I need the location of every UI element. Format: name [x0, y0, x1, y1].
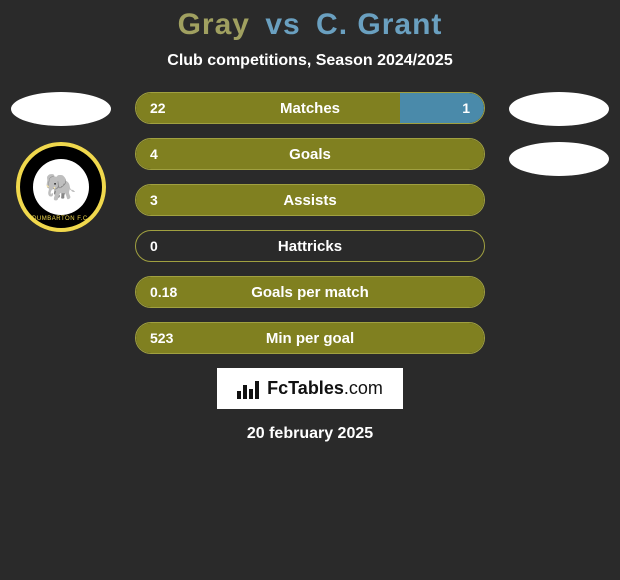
- stat-bar: 0.18Goals per match: [135, 276, 485, 308]
- page-title: Gray vs C. Grant: [178, 8, 443, 42]
- stat-bar: 0Hattricks: [135, 230, 485, 262]
- right-column: [504, 92, 614, 176]
- stat-label: Matches: [136, 100, 484, 117]
- title-player1: Gray: [178, 8, 250, 41]
- elephant-icon: 🐘: [33, 159, 89, 215]
- root: Gray vs C. Grant Club competitions, Seas…: [0, 0, 620, 580]
- left-column: 🐘 DUMBARTON F.C.: [6, 92, 116, 232]
- stat-label: Hattricks: [136, 238, 484, 255]
- player2-club-placeholder: [509, 142, 609, 176]
- club-ring-text: DUMBARTON F.C.: [16, 216, 106, 222]
- date-text: 20 february 2025: [247, 425, 373, 443]
- brand-domain: .com: [344, 378, 383, 398]
- player1-club-badge: 🐘 DUMBARTON F.C.: [16, 142, 106, 232]
- brand-text: FcTables.com: [267, 378, 383, 399]
- stat-bar: 22Matches1: [135, 92, 485, 124]
- stat-bar: 4Goals: [135, 138, 485, 170]
- player2-avatar-placeholder: [509, 92, 609, 126]
- brand-box: FcTables.com: [217, 368, 403, 409]
- stat-bar: 3Assists: [135, 184, 485, 216]
- comparison-stage: 🐘 DUMBARTON F.C. 22Matches1 4Goals 3Assist…: [0, 92, 620, 354]
- title-vs: vs: [265, 8, 300, 41]
- player1-avatar-placeholder: [11, 92, 111, 126]
- stat-right-value: 1: [462, 100, 470, 116]
- subtitle: Club competitions, Season 2024/2025: [167, 52, 452, 70]
- stat-label: Assists: [136, 192, 484, 209]
- title-player2: C. Grant: [316, 8, 442, 41]
- stat-label: Goals: [136, 146, 484, 163]
- stat-bar: 523Min per goal: [135, 322, 485, 354]
- stat-bars: 22Matches1 4Goals 3Assists 0Hattricks 0.18Go…: [135, 92, 485, 354]
- stat-label: Min per goal: [136, 330, 484, 347]
- bar-chart-icon: [237, 379, 261, 399]
- brand-name: FcTables: [267, 378, 344, 398]
- stat-label: Goals per match: [136, 284, 484, 301]
